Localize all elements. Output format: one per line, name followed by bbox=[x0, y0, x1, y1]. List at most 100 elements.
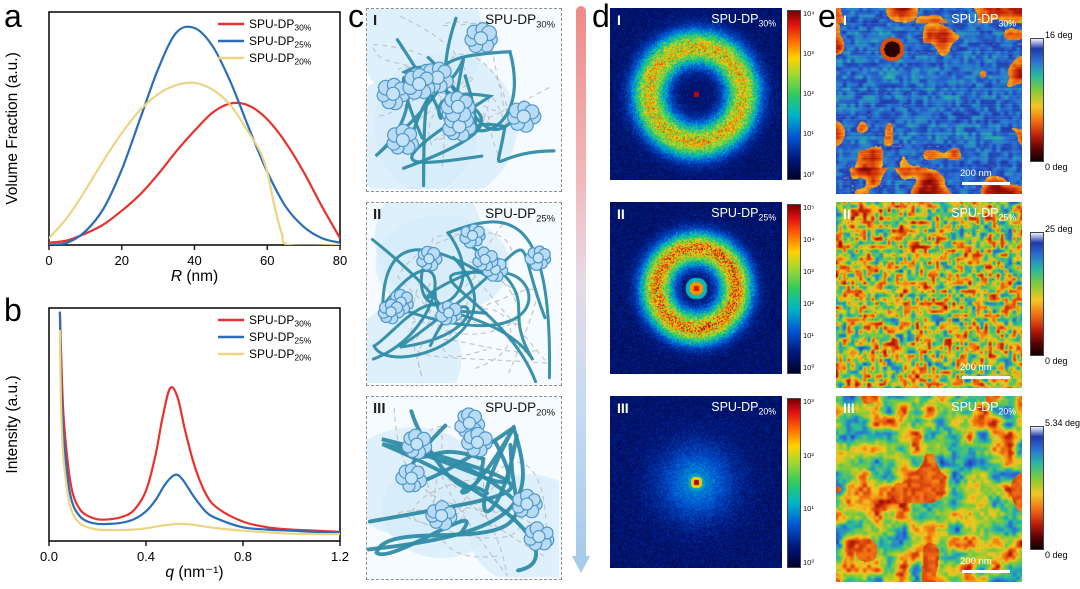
roman-numeral: I bbox=[373, 12, 378, 29]
colorbar-tick: 10¹ bbox=[803, 129, 814, 139]
saxs-2d-pattern-image bbox=[610, 396, 782, 568]
sample-label: SPU-DP25% bbox=[711, 206, 776, 223]
saxs-2d-pattern-image bbox=[610, 8, 782, 180]
scalebar-label: 200 nm bbox=[960, 168, 992, 179]
roman-numeral: III bbox=[843, 400, 855, 416]
intensity-colorbar bbox=[787, 204, 801, 374]
sample-label: SPU-DP20% bbox=[485, 400, 555, 419]
svg-text:Intensity (a.u.): Intensity (a.u.) bbox=[4, 375, 21, 473]
colorbar-max-label: 25 deg bbox=[1045, 224, 1073, 234]
svg-text:0.8: 0.8 bbox=[234, 549, 252, 564]
svg-text:q (nm⁻¹): q (nm⁻¹) bbox=[165, 564, 223, 581]
colorbar-min-label: 0 deg bbox=[1045, 356, 1068, 366]
colorbar-tick: 10¹ bbox=[803, 331, 814, 341]
sample-label: SPU-DP25% bbox=[951, 206, 1016, 223]
roman-numeral: III bbox=[373, 400, 386, 417]
panel-a-volume-fraction-chart: 0 20 40 60 80 R (nm) Volume Fraction (a.u.) SPU… bbox=[4, 11, 347, 285]
roman-numeral: II bbox=[373, 206, 382, 223]
colorbar-tick: 10² bbox=[803, 450, 814, 460]
svg-text:60: 60 bbox=[260, 253, 274, 268]
phase-colorbar bbox=[1030, 426, 1044, 550]
polymer-network-illustration bbox=[367, 397, 559, 577]
panel-b-saxs-intensity-chart: 0.0 0.4 0.8 1.2 q (nm⁻¹) Intensity (a.u.) SPU-… bbox=[4, 307, 349, 581]
colorbar-min-label: 0 deg bbox=[1045, 550, 1068, 560]
afm-phase-image bbox=[836, 8, 1022, 194]
svg-text:1.2: 1.2 bbox=[331, 549, 349, 564]
panel-letter-a: a bbox=[4, 0, 22, 34]
saxs-2d-pattern-image bbox=[610, 202, 782, 374]
colorbar-tick: 10² bbox=[803, 89, 814, 99]
colorbar-tick: 10² bbox=[803, 299, 814, 309]
roman-numeral: III bbox=[617, 400, 629, 416]
intensity-colorbar bbox=[787, 398, 801, 568]
panel-c-schematic-20pct: III SPU-DP20% bbox=[366, 396, 562, 580]
composition-gradient-arrow bbox=[572, 6, 590, 582]
svg-text:SPU-DP30%: SPU-DP30% bbox=[249, 313, 312, 329]
sample-label: SPU-DP20% bbox=[951, 400, 1016, 417]
panel-d-saxs-20pct: III SPU-DP20% 10³ 10² 10¹ 10⁰ bbox=[610, 396, 822, 574]
colorbar-max-label: 16 deg bbox=[1045, 30, 1073, 40]
roman-numeral: II bbox=[843, 206, 851, 222]
panel-letter-e: e bbox=[818, 0, 836, 34]
sample-label: SPU-DP25% bbox=[485, 206, 555, 225]
svg-text:SPU-DP20%: SPU-DP20% bbox=[249, 51, 312, 67]
colorbar-tick: 10³ bbox=[803, 267, 814, 277]
arrow-bar bbox=[576, 6, 586, 558]
colorbar-tick: 10³ bbox=[803, 397, 814, 406]
sample-label: SPU-DP20% bbox=[711, 400, 776, 417]
svg-text:20: 20 bbox=[115, 253, 129, 268]
scalebar bbox=[962, 182, 1010, 185]
panel-e-afm-25pct: II SPU-DP25% 25 deg 0 deg 200 nm bbox=[836, 202, 1080, 394]
panel-e-afm-30pct: I SPU-DP30% 16 deg 0 deg 200 nm bbox=[836, 8, 1080, 200]
colorbar-tick: 10⁰ bbox=[803, 557, 815, 567]
sample-label: SPU-DP30% bbox=[485, 12, 555, 31]
phase-colorbar bbox=[1030, 38, 1044, 162]
afm-phase-image bbox=[836, 396, 1022, 582]
panel-e-afm-20pct: III SPU-DP20% 5.34 deg 0 deg 200 nm bbox=[836, 396, 1080, 588]
panel-d-saxs-30pct: I SPU-DP30% 10⁴ 10³ 10² 10¹ 10⁰ bbox=[610, 8, 822, 186]
scalebar bbox=[962, 570, 1010, 573]
colorbar-min-label: 0 deg bbox=[1045, 162, 1068, 172]
sample-label: SPU-DP30% bbox=[711, 12, 776, 29]
afm-phase-image bbox=[836, 202, 1022, 388]
svg-text:Volume Fraction (a.u.): Volume Fraction (a.u.) bbox=[4, 52, 21, 204]
panel-letter-c: c bbox=[348, 0, 364, 34]
panel-letter-b: b bbox=[4, 292, 22, 328]
svg-text:SPU-DP30%: SPU-DP30% bbox=[249, 17, 312, 33]
colorbar-ticks: 10³ 10² 10¹ 10⁰ bbox=[803, 398, 821, 566]
colorbar-tick: 10⁰ bbox=[803, 363, 815, 373]
panel-d-saxs-25pct: II SPU-DP25% 10⁵ 10⁴ 10³ 10² 10¹ 10⁰ bbox=[610, 202, 822, 380]
scalebar bbox=[962, 376, 1010, 379]
roman-numeral: I bbox=[843, 12, 847, 28]
intensity-colorbar bbox=[787, 10, 801, 180]
colorbar-tick: 10⁵ bbox=[803, 203, 815, 212]
roman-numeral: II bbox=[617, 206, 625, 222]
panel-letter-d: d bbox=[592, 0, 610, 34]
colorbar-ticks: 10⁵ 10⁴ 10³ 10² 10¹ 10⁰ bbox=[803, 204, 821, 372]
svg-text:0.4: 0.4 bbox=[137, 549, 155, 564]
scalebar-label: 200 nm bbox=[960, 556, 992, 567]
panel-c-schematic-25pct: II SPU-DP25% bbox=[366, 202, 562, 386]
panel-c-schematic-30pct: I SPU-DP30% bbox=[366, 8, 562, 192]
colorbar-tick: 10³ bbox=[803, 49, 814, 59]
svg-text:SPU-DP20%: SPU-DP20% bbox=[249, 347, 312, 363]
svg-text:0.0: 0.0 bbox=[40, 549, 58, 564]
svg-text:0: 0 bbox=[45, 253, 52, 268]
colorbar-tick: 10⁴ bbox=[803, 235, 815, 245]
polymer-network-illustration bbox=[367, 9, 559, 189]
svg-text:SPU-DP25%: SPU-DP25% bbox=[249, 330, 312, 346]
scalebar-label: 200 nm bbox=[960, 362, 992, 373]
colorbar-tick: 10¹ bbox=[803, 504, 814, 513]
arrow-head-icon bbox=[572, 556, 590, 573]
svg-text:SPU-DP25%: SPU-DP25% bbox=[249, 34, 312, 50]
svg-text:R (nm): R (nm) bbox=[171, 268, 218, 285]
roman-numeral: I bbox=[617, 12, 621, 28]
phase-colorbar bbox=[1030, 232, 1044, 356]
colorbar-tick: 10⁴ bbox=[803, 9, 815, 18]
colorbar-ticks: 10⁴ 10³ 10² 10¹ 10⁰ bbox=[803, 10, 821, 178]
sample-label: SPU-DP30% bbox=[951, 12, 1016, 29]
svg-text:80: 80 bbox=[333, 253, 347, 268]
colorbar-max-label: 5.34 deg bbox=[1045, 418, 1080, 428]
colorbar-tick: 10⁰ bbox=[803, 169, 815, 179]
